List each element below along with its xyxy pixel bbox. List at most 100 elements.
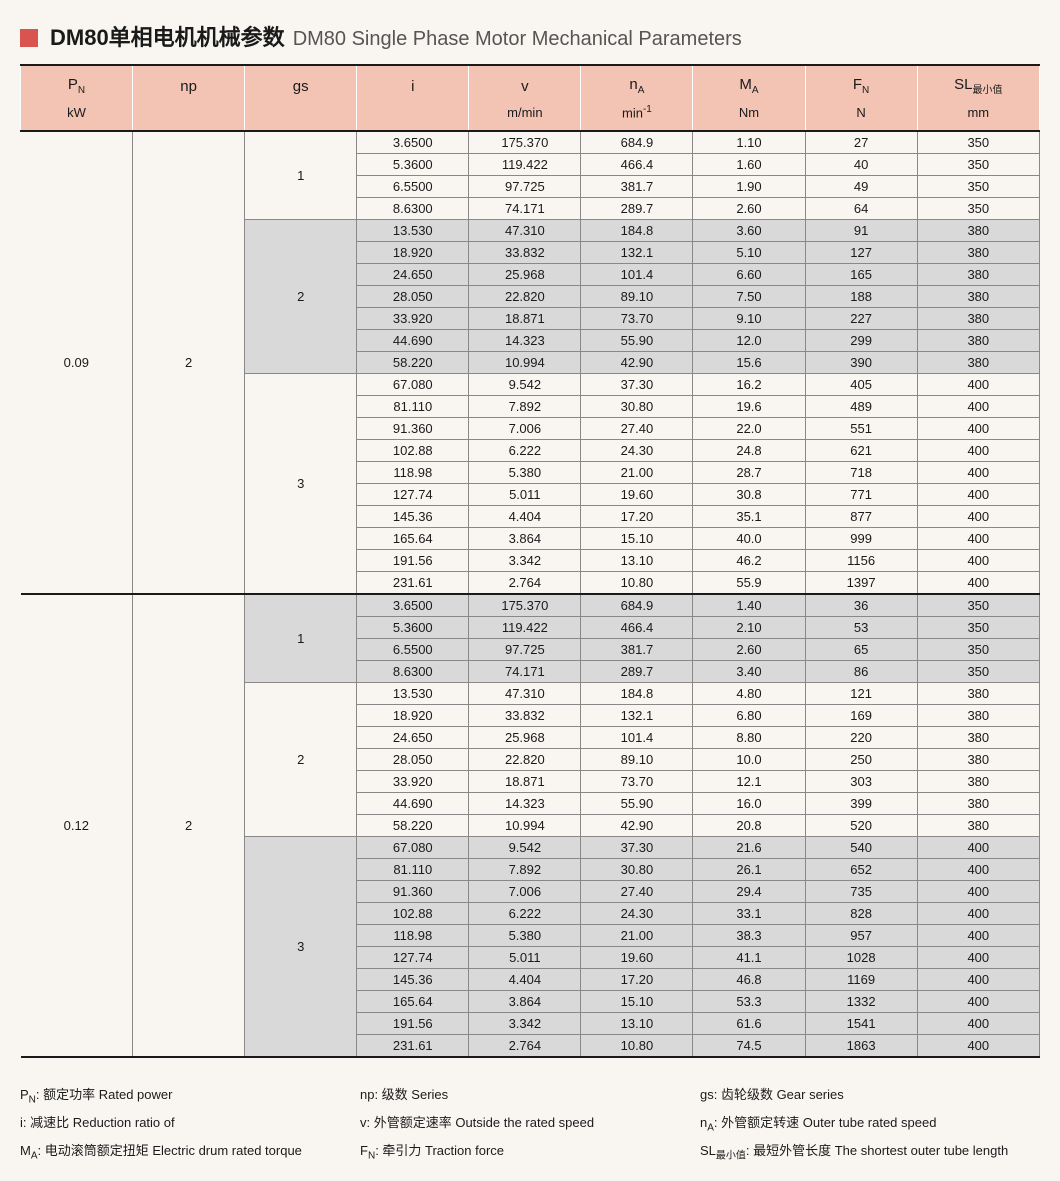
- cell-value: 27.40: [581, 418, 693, 440]
- cell-value: 350: [917, 131, 1039, 154]
- cell-value: 15.6: [693, 352, 805, 374]
- col-header: np: [133, 65, 245, 100]
- col-header: PN: [21, 65, 133, 100]
- cell-value: 14.323: [469, 330, 581, 352]
- cell-value: 175.370: [469, 594, 581, 617]
- cell-value: 380: [917, 705, 1039, 727]
- cell-value: 15.10: [581, 991, 693, 1013]
- cell-value: 127: [805, 242, 917, 264]
- cell-value: 999: [805, 528, 917, 550]
- cell-value: 89.10: [581, 286, 693, 308]
- col-unit: [245, 100, 357, 131]
- cell-value: 26.1: [693, 859, 805, 881]
- cell-value: 19.6: [693, 396, 805, 418]
- cell-value: 1397: [805, 572, 917, 595]
- cell-value: 877: [805, 506, 917, 528]
- legend-item: FN: 牵引力 Traction force: [360, 1140, 700, 1162]
- cell-value: 400: [917, 1035, 1039, 1058]
- table-header: PNnpgsivnAMAFNSL最小值 kWm/minmin-1NmNmm: [21, 65, 1040, 131]
- table-row: 0.12213.6500175.370684.91.4036350: [21, 594, 1040, 617]
- cell-value: 33.920: [357, 308, 469, 330]
- cell-value: 400: [917, 903, 1039, 925]
- cell-value: 1156: [805, 550, 917, 572]
- cell-pn: 0.12: [21, 594, 133, 1057]
- cell-value: 165.64: [357, 528, 469, 550]
- cell-value: 42.90: [581, 815, 693, 837]
- cell-np: 2: [133, 594, 245, 1057]
- cell-value: 44.690: [357, 330, 469, 352]
- cell-value: 400: [917, 396, 1039, 418]
- col-header: i: [357, 65, 469, 100]
- cell-value: 1169: [805, 969, 917, 991]
- cell-value: 86: [805, 661, 917, 683]
- cell-value: 8.6300: [357, 661, 469, 683]
- cell-value: 64: [805, 198, 917, 220]
- cell-value: 3.342: [469, 1013, 581, 1035]
- col-header: nA: [581, 65, 693, 100]
- cell-value: 184.8: [581, 683, 693, 705]
- cell-gs: 2: [245, 220, 357, 374]
- legend-item: i: 减速比 Reduction ratio of: [20, 1112, 360, 1134]
- cell-value: 58.220: [357, 352, 469, 374]
- cell-value: 7.892: [469, 396, 581, 418]
- cell-value: 6.80: [693, 705, 805, 727]
- cell-value: 7.50: [693, 286, 805, 308]
- cell-value: 400: [917, 881, 1039, 903]
- cell-value: 350: [917, 154, 1039, 176]
- cell-gs: 3: [245, 374, 357, 595]
- cell-value: 165.64: [357, 991, 469, 1013]
- cell-value: 38.3: [693, 925, 805, 947]
- cell-value: 380: [917, 793, 1039, 815]
- cell-value: 2.10: [693, 617, 805, 639]
- cell-value: 28.7: [693, 462, 805, 484]
- cell-value: 3.342: [469, 550, 581, 572]
- cell-value: 18.920: [357, 242, 469, 264]
- cell-value: 17.20: [581, 506, 693, 528]
- col-unit: [133, 100, 245, 131]
- cell-value: 6.60: [693, 264, 805, 286]
- cell-value: 53: [805, 617, 917, 639]
- cell-value: 119.422: [469, 617, 581, 639]
- cell-value: 399: [805, 793, 917, 815]
- cell-value: 74.171: [469, 198, 581, 220]
- cell-value: 22.0: [693, 418, 805, 440]
- cell-value: 400: [917, 859, 1039, 881]
- cell-value: 91: [805, 220, 917, 242]
- cell-value: 91.360: [357, 418, 469, 440]
- cell-value: 55.90: [581, 793, 693, 815]
- cell-value: 4.404: [469, 506, 581, 528]
- cell-gs: 3: [245, 837, 357, 1058]
- cell-value: 489: [805, 396, 917, 418]
- cell-value: 9.542: [469, 837, 581, 859]
- cell-value: 9.542: [469, 374, 581, 396]
- cell-value: 18.871: [469, 771, 581, 793]
- cell-value: 303: [805, 771, 917, 793]
- cell-value: 6.5500: [357, 639, 469, 661]
- cell-value: 24.30: [581, 903, 693, 925]
- cell-value: 55.90: [581, 330, 693, 352]
- cell-value: 400: [917, 484, 1039, 506]
- cell-value: 27: [805, 131, 917, 154]
- cell-value: 6.5500: [357, 176, 469, 198]
- cell-value: 22.820: [469, 286, 581, 308]
- cell-value: 350: [917, 617, 1039, 639]
- cell-value: 380: [917, 220, 1039, 242]
- legend-item: PN: 额定功率 Rated power: [20, 1084, 360, 1106]
- title-marker-icon: [20, 29, 38, 47]
- cell-value: 5.011: [469, 947, 581, 969]
- cell-value: 28.050: [357, 749, 469, 771]
- cell-value: 1028: [805, 947, 917, 969]
- cell-value: 400: [917, 440, 1039, 462]
- cell-value: 49: [805, 176, 917, 198]
- cell-value: 380: [917, 727, 1039, 749]
- cell-value: 299: [805, 330, 917, 352]
- cell-value: 5.380: [469, 925, 581, 947]
- cell-value: 3.864: [469, 991, 581, 1013]
- cell-value: 165: [805, 264, 917, 286]
- cell-value: 8.80: [693, 727, 805, 749]
- cell-value: 466.4: [581, 154, 693, 176]
- cell-value: 21.00: [581, 462, 693, 484]
- col-header: MA: [693, 65, 805, 100]
- cell-value: 67.080: [357, 837, 469, 859]
- cell-value: 1.10: [693, 131, 805, 154]
